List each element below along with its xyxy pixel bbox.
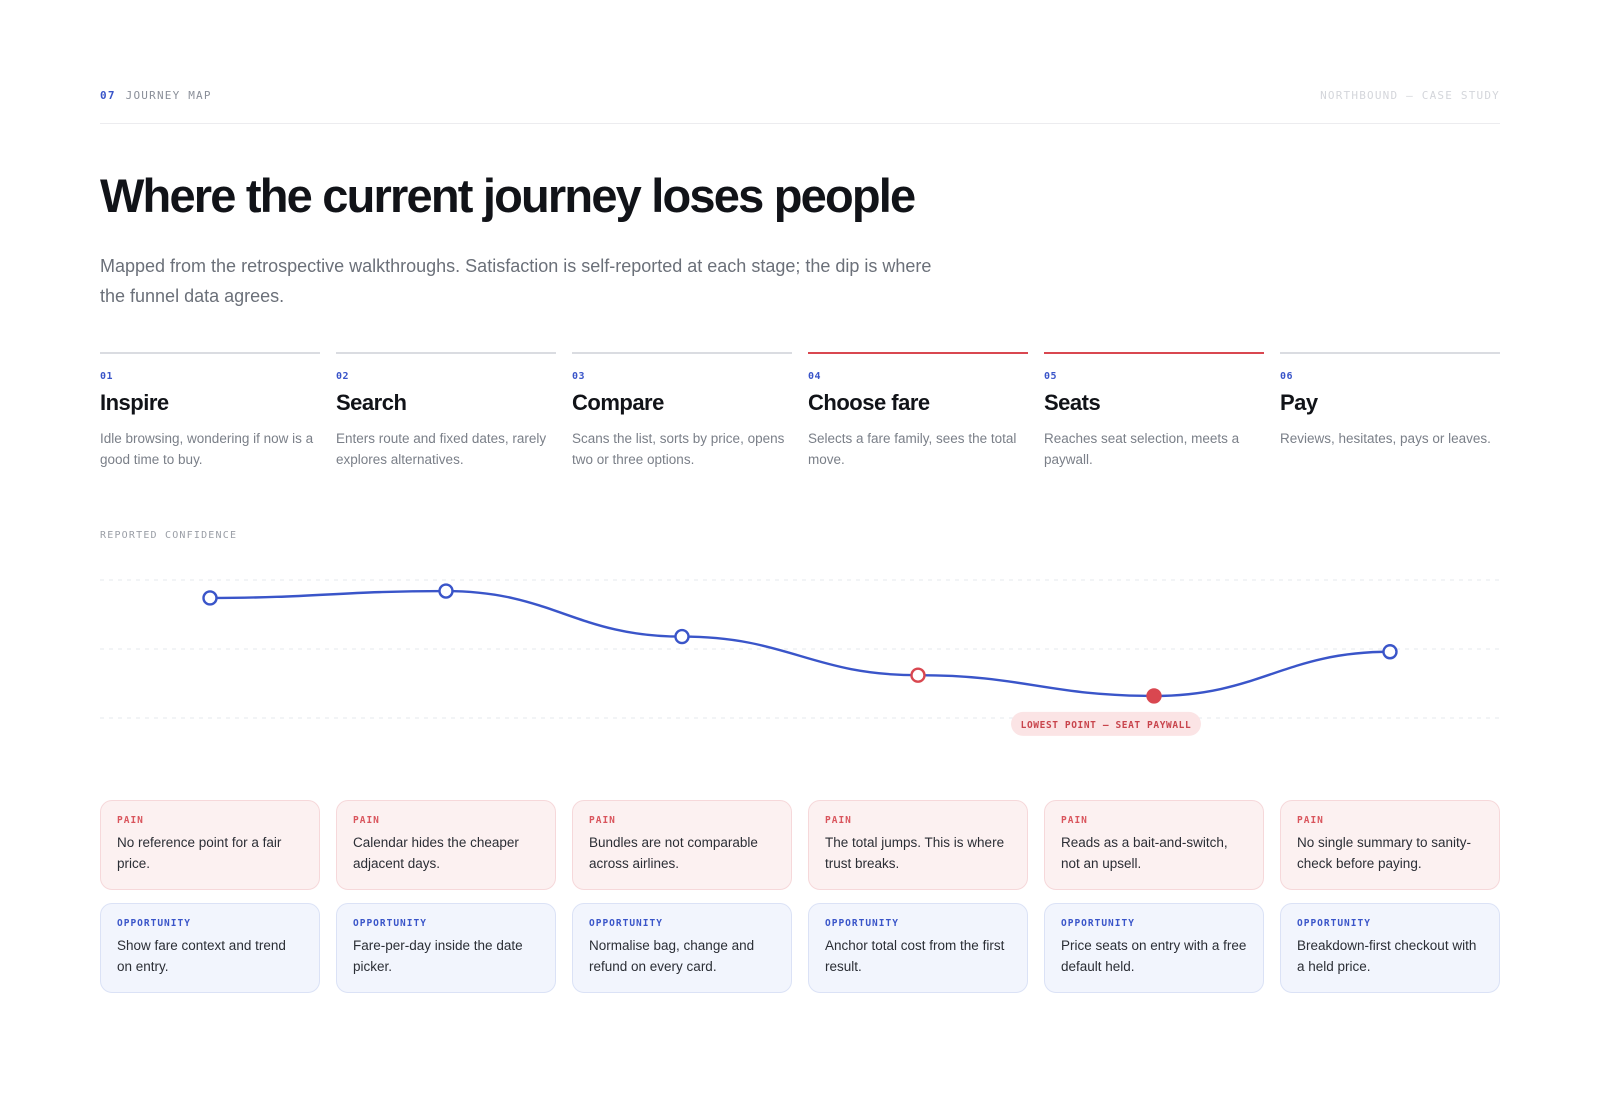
pain-text: Reads as a bait-and-switch, not an upsel…: [1061, 835, 1228, 871]
stage-number: 02: [336, 371, 350, 382]
pain-tag: PAIN: [589, 815, 616, 826]
opportunity-card: OPPORTUNITY Breakdown-first checkout wit…: [1280, 903, 1500, 993]
section-number: 07: [100, 89, 116, 102]
section-eyebrow: 07 JOURNEY MAP: [100, 89, 212, 102]
lowest-point-annotation: LOWEST POINT — SEAT PAYWALL: [1011, 711, 1201, 736]
page-lede: Mapped from the retrospective walkthroug…: [100, 256, 932, 306]
pain-card: PAIN Bundles are not comparable across a…: [572, 800, 792, 890]
stage-seats: 05 Seats Reaches seat selection, meets a…: [1044, 352, 1264, 470]
opportunity-card: OPPORTUNITY Anchor total cost from the f…: [808, 903, 1028, 993]
pain-tag: PAIN: [825, 815, 852, 826]
stage-description: Reaches seat selection, meets a paywall.: [1044, 431, 1240, 467]
pain-tag: PAIN: [1061, 815, 1088, 826]
pain-card: PAIN No single summary to sanity-check b…: [1280, 800, 1500, 890]
pain-card: PAIN Calendar hides the cheaper adjacent…: [336, 800, 556, 890]
stage-name: Search: [336, 390, 407, 415]
annotation-text: LOWEST POINT — SEAT PAYWALL: [1021, 720, 1192, 731]
opportunity-tag: OPPORTUNITY: [117, 918, 191, 929]
lowest-point-marker: [1146, 688, 1162, 704]
pain-text: No reference point for a fair price.: [117, 835, 282, 871]
opportunity-tag: OPPORTUNITY: [589, 918, 663, 929]
stage-name: Compare: [572, 390, 664, 415]
stage-description: Selects a fare family, sees the total mo…: [808, 431, 1017, 467]
data-point-marker: [1382, 644, 1398, 660]
stage-number: 04: [808, 371, 822, 382]
pain-card: PAIN Reads as a bait-and-switch, not an …: [1044, 800, 1264, 890]
pain-text: The total jumps. This is where trust bre…: [825, 835, 1005, 871]
page-title: Where the current journey loses people: [100, 169, 916, 222]
opportunity-card: OPPORTUNITY Price seats on entry with a …: [1044, 903, 1264, 993]
opportunity-tag: OPPORTUNITY: [1297, 918, 1371, 929]
alert-point-marker: [910, 667, 926, 683]
opportunity-text: Fare-per-day inside the date picker.: [353, 938, 523, 974]
case-study-label: NORTHBOUND — CASE STUDY: [1320, 89, 1500, 102]
pain-text: No single summary to sanity-check before…: [1297, 835, 1472, 871]
opportunity-text: Breakdown-first checkout with a held pri…: [1297, 938, 1477, 974]
data-point-marker: [202, 590, 218, 606]
stage-choose-fare: 04 Choose fare Selects a fare family, se…: [808, 352, 1028, 470]
stage-name: Inspire: [100, 390, 169, 415]
stage-number: 03: [572, 371, 586, 382]
stage-search: 02 Search Enters route and fixed dates, …: [336, 352, 556, 470]
stage-row: 01 Inspire Idle browsing, wondering if n…: [100, 352, 1500, 472]
opportunity-text: Anchor total cost from the first result.: [825, 938, 1005, 974]
stage-description: Reviews, hesitates, pays or leaves.: [1280, 431, 1491, 446]
stage-description: Idle browsing, wondering if now is a goo…: [100, 431, 314, 467]
pain-tag: PAIN: [117, 815, 144, 826]
chart-label: REPORTED CONFIDENCE: [100, 530, 238, 541]
opportunity-card: OPPORTUNITY Normalise bag, change and re…: [572, 903, 792, 993]
pain-tag: PAIN: [1297, 815, 1324, 826]
pain-text: Calendar hides the cheaper adjacent days…: [353, 835, 519, 871]
journey-map-page: 07 JOURNEY MAP NORTHBOUND — CASE STUDY Wh…: [100, 0, 1500, 1104]
opportunity-card: OPPORTUNITY Show fare context and trend …: [100, 903, 320, 993]
opportunity-text: Show fare context and trend on entry.: [117, 938, 286, 974]
pain-text: Bundles are not comparable across airlin…: [589, 835, 758, 871]
data-point-marker: [438, 583, 454, 599]
stage-description: Scans the list, sorts by price, opens tw…: [572, 431, 785, 467]
opportunity-text: Normalise bag, change and refund on ever…: [589, 938, 755, 974]
opportunity-text: Price seats on entry with a free default…: [1061, 938, 1247, 974]
chart-grid: [100, 579, 1500, 719]
data-point-marker: [674, 628, 690, 645]
pain-tag: PAIN: [353, 815, 380, 826]
stage-number: 01: [100, 371, 114, 382]
stage-number: 05: [1044, 371, 1058, 382]
stage-compare: 03 Compare Scans the list, sorts by pric…: [572, 352, 792, 470]
stage-name: Pay: [1280, 390, 1318, 415]
stage-description: Enters route and fixed dates, rarely exp…: [336, 431, 547, 467]
pain-card: PAIN The total jumps. This is where trus…: [808, 800, 1028, 890]
stage-name: Choose fare: [808, 390, 930, 415]
section-header: 07 JOURNEY MAP NORTHBOUND — CASE STUDY: [100, 88, 1500, 124]
stage-pay: 06 Pay Reviews, hesitates, pays or leave…: [1280, 352, 1500, 449]
confidence-line: [208, 589, 1392, 698]
opportunity-card: OPPORTUNITY Fare-per-day inside the date…: [336, 903, 556, 993]
opportunity-tag: OPPORTUNITY: [825, 918, 899, 929]
chart-points: [202, 583, 1398, 704]
opportunity-tag: OPPORTUNITY: [353, 918, 427, 929]
annotation-pill: [1011, 711, 1201, 736]
stage-number: 06: [1280, 371, 1294, 382]
section-label: JOURNEY MAP: [125, 89, 212, 102]
stage-inspire: 01 Inspire Idle browsing, wondering if n…: [100, 352, 320, 470]
confidence-chart: LOWEST POINT — SEAT PAYWALL: [100, 579, 1500, 736]
pain-card: PAIN No reference point for a fair price…: [100, 800, 320, 890]
opportunity-tag: OPPORTUNITY: [1061, 918, 1135, 929]
stage-name: Seats: [1044, 390, 1101, 415]
